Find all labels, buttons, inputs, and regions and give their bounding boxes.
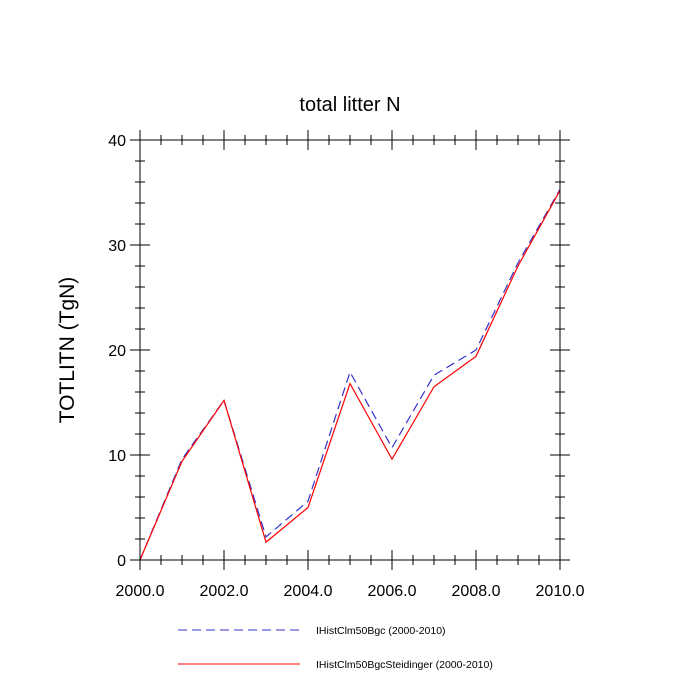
y-tick-label: 10 [108, 448, 126, 465]
x-tick-labels: 2000.0 2002.0 2004.0 2006.0 2008.0 2010.0 [116, 583, 585, 600]
legend-label-2: IHistClm50BgcSteidinger (2000-2010) [316, 659, 493, 671]
y-tick-labels: 0 10 20 30 40 [108, 133, 126, 570]
legend-label-1: IHistClm50Bgc (2000-2010) [316, 625, 446, 637]
x-tick-label: 2000.0 [116, 583, 165, 600]
x-tick-label: 2004.0 [284, 583, 333, 600]
series-line-1 [139, 189, 561, 561]
y-tick-label: 40 [108, 133, 126, 150]
x-tick-label: 2010.0 [536, 583, 585, 600]
y-tick-label: 20 [108, 343, 126, 360]
chart-title: total litter N [299, 94, 400, 116]
series-lines [139, 189, 561, 561]
x-tick-label: 2008.0 [452, 583, 501, 600]
legend: IHistClm50Bgc (2000-2010) IHistClm50BgcSt… [178, 625, 493, 671]
x-tick-label: 2002.0 [200, 583, 249, 600]
series-line-2 [139, 190, 561, 561]
plot-frame [139, 139, 561, 561]
x-tick-label: 2006.0 [368, 583, 417, 600]
y-tick-label: 0 [117, 553, 126, 570]
y-tick-label: 30 [108, 238, 126, 255]
y-axis-label: TOTLITN (TgN) [56, 277, 79, 424]
major-ticks [130, 130, 570, 570]
minor-ticks [135, 135, 565, 565]
